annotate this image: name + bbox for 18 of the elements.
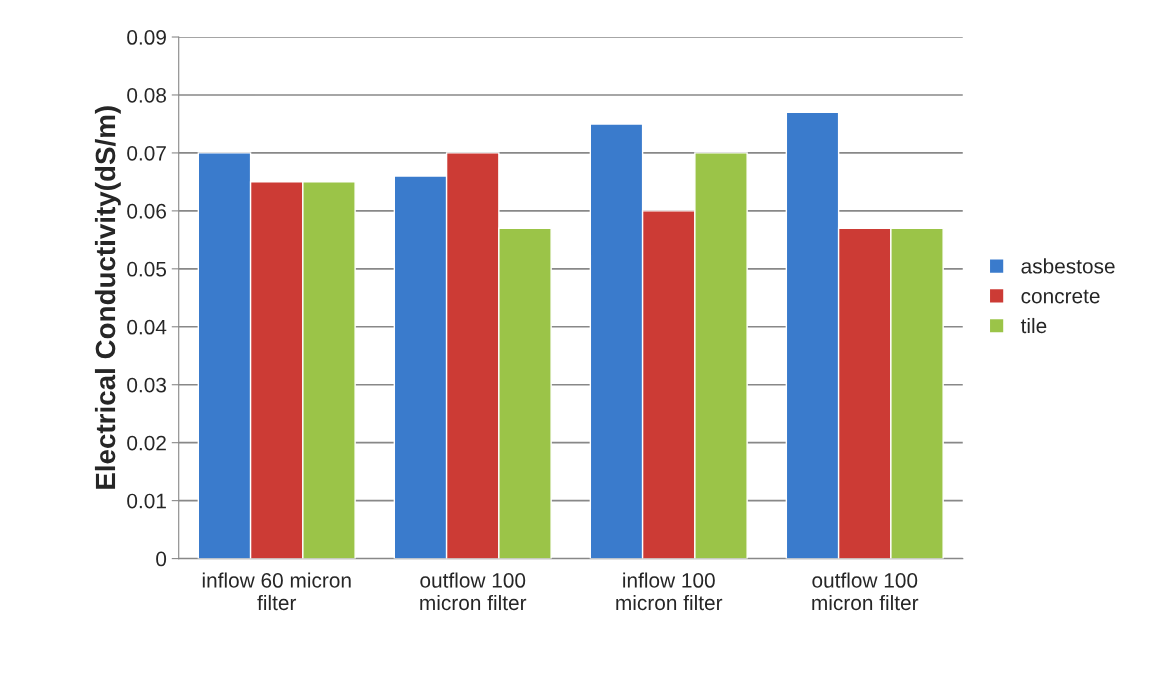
y-axis-title: Electrical Conductivity(dS/m) [94, 106, 121, 489]
y-tick-label: 0.06 [127, 203, 166, 219]
legend-label: concrete [1021, 289, 1100, 304]
y-tick-label: 0 [156, 551, 167, 567]
y-tick-label: 0.08 [127, 87, 167, 103]
y-tick-label: 0.04 [127, 319, 167, 335]
x-tick-label: outflow 100 micron filter [420, 572, 527, 611]
y-tick-label: 0.09 [127, 30, 166, 45]
y-tick-label: 0.05 [127, 261, 167, 277]
y-tick-label: 0.03 [127, 377, 166, 393]
y-tick-label: 0.01 [127, 493, 166, 509]
x-tick-label: outflow 100 micron filter [812, 572, 919, 611]
x-tick-label: inflow 60 micron filter [202, 572, 351, 611]
legend-label: asbestose [1021, 258, 1115, 274]
y-tick-label: 0.02 [127, 435, 166, 451]
x-tick-label: inflow 100 micron filter [616, 572, 723, 611]
legend-label: tile [1020, 317, 1047, 334]
y-tick-label: 0.07 [127, 145, 166, 161]
